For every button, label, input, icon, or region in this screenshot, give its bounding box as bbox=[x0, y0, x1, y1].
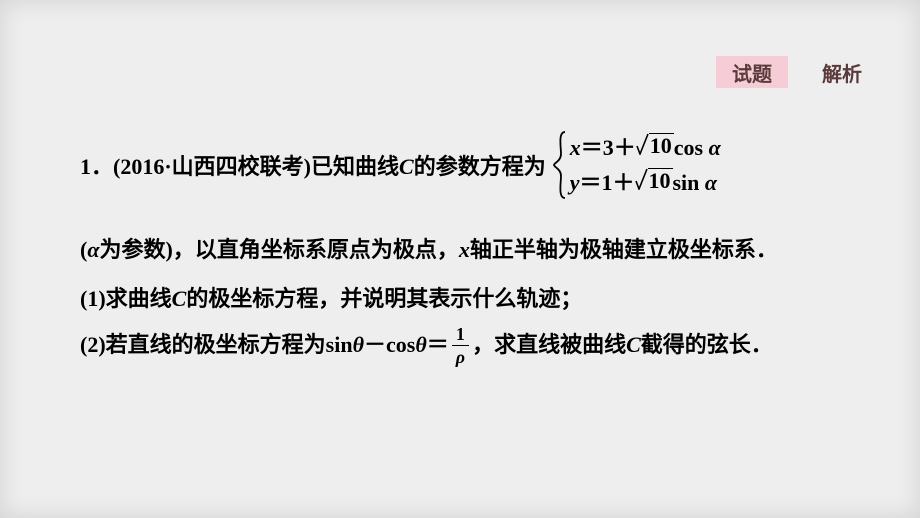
left-brace-icon bbox=[552, 130, 568, 200]
question-1: (1)求曲线C的极坐标方程，并说明其表示什么轨迹； bbox=[80, 275, 840, 323]
tab-answer[interactable]: 解析 bbox=[806, 56, 878, 88]
stem-line2: (α为参数)，以直角坐标系原点为极点，x轴正半轴为极轴建立极坐标系． bbox=[80, 226, 840, 274]
parametric-case: x＝3＋10cos α y＝1＋10sin α bbox=[552, 130, 721, 200]
tab-bar: 试题 解析 bbox=[716, 56, 878, 88]
problem-content: 1．(2016·山西四校联考)已知曲线C的参数方程为 x＝3＋10cos α y… bbox=[80, 130, 840, 367]
question-2-line1: (2)若直线的极坐标方程为sin θ－cos θ＝1ρ，求直线被曲线C截得的弦长… bbox=[80, 323, 840, 367]
param-eq-x: x＝3＋10cos α bbox=[570, 130, 721, 165]
problem-stem-line1: 1．(2016·山西四校联考)已知曲线C的参数方程为 x＝3＋10cos α y… bbox=[80, 130, 840, 200]
stem-lead: 1．(2016·山西四校联考)已知曲线C的参数方程为 bbox=[80, 149, 546, 181]
param-eq-y: y＝1＋10sin α bbox=[570, 165, 721, 200]
tab-question[interactable]: 试题 bbox=[716, 56, 788, 88]
fraction-1-over-rho: 1ρ bbox=[452, 325, 469, 366]
